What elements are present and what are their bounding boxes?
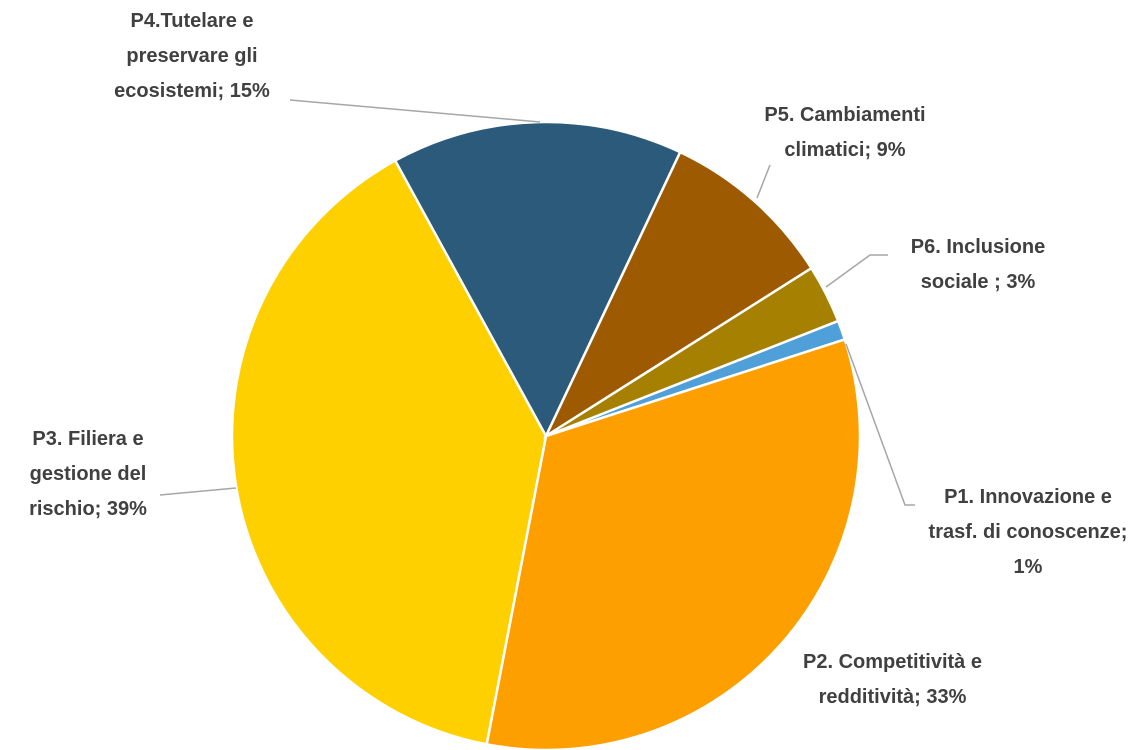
data-label: P5. Cambiamenti climatici; 9% xyxy=(764,104,926,161)
pie-slice xyxy=(230,158,548,746)
leader-line xyxy=(289,99,541,123)
pie-slice xyxy=(545,266,840,438)
data-label: P3. Filiera e gestione del rischio; 39% xyxy=(29,428,147,520)
leader-line xyxy=(845,343,915,506)
data-label: P6. Inclusione sociale ; 3% xyxy=(910,236,1046,293)
data-label: P1. Innovazione e trasf. di conoscenze; … xyxy=(928,486,1128,578)
pie-slice xyxy=(485,337,862,750)
leader-line xyxy=(756,164,771,199)
leader-line xyxy=(159,487,237,496)
pie-slice xyxy=(543,150,814,440)
data-label: P4.Tutelare e preservare gli ecosistemi;… xyxy=(114,10,270,102)
data-label: P2. Competitività e redditività; 33% xyxy=(803,651,982,708)
leader-line xyxy=(825,254,888,288)
